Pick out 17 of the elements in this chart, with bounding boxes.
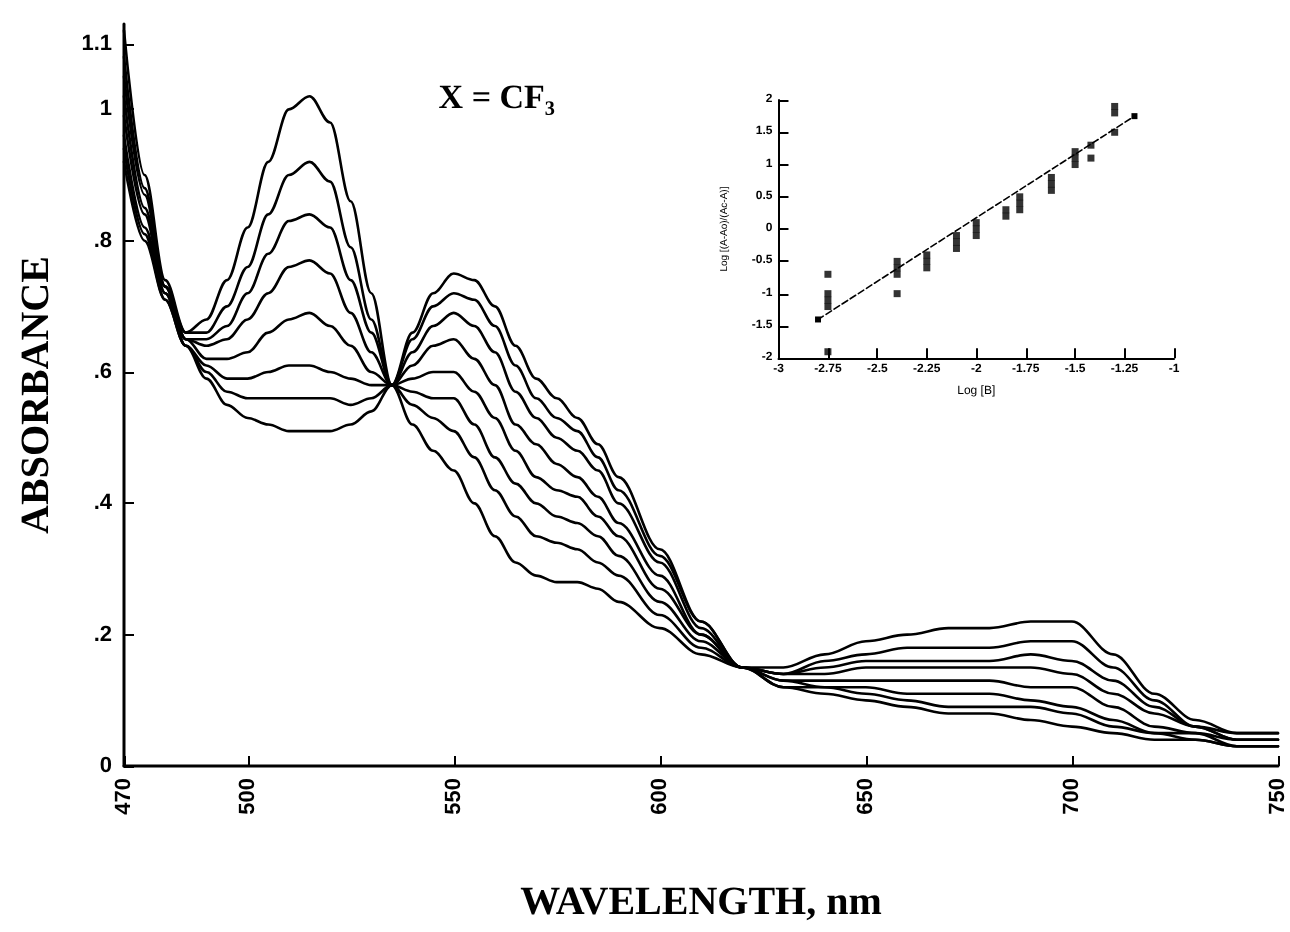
x-tick-label: 470 (112, 778, 136, 815)
y-tick-label: 1 (99, 97, 112, 122)
x-axis-title: WAVELENGTH, nm (520, 880, 883, 924)
x-tick-label: 550 (441, 778, 466, 815)
y-tick-label: .2 (93, 622, 112, 647)
x-tick-label: 750 (1266, 778, 1290, 815)
y-tick-label: .6 (93, 360, 112, 385)
x-tick-label: 700 (1059, 778, 1084, 815)
x-tick-label: 600 (647, 778, 672, 815)
annotation: X = CF₃ (438, 78, 556, 116)
x-tick-label: 650 (853, 778, 878, 815)
y-tick-label: .8 (93, 228, 112, 253)
y-axis-title: ABSORBANCE (14, 256, 58, 534)
y-tick-label: 1.1 (81, 31, 112, 56)
x-tick-label: 500 (235, 778, 260, 815)
y-tick-label: .4 (93, 491, 114, 516)
y-tick-label: 0 (99, 754, 112, 778)
